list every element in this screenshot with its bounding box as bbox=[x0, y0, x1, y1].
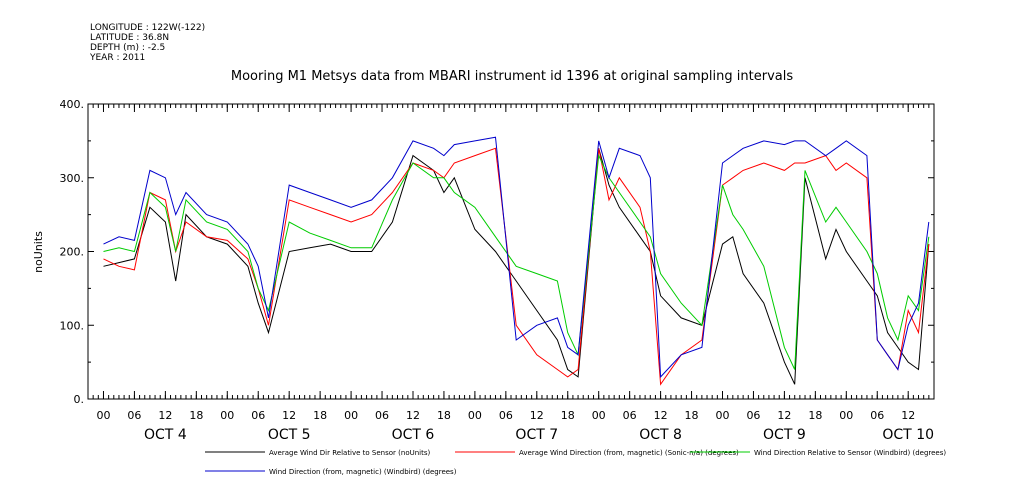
x-hour-label: 00 bbox=[468, 409, 482, 422]
x-day-label: OCT 4 bbox=[144, 427, 187, 443]
y-tick-label: 0. bbox=[74, 393, 85, 406]
series-line-1 bbox=[103, 148, 930, 385]
x-hour-label: 12 bbox=[158, 409, 172, 422]
x-hour-label: 06 bbox=[375, 409, 389, 422]
x-hour-label: 06 bbox=[870, 409, 884, 422]
x-hour-label: 06 bbox=[127, 409, 141, 422]
series-line-3 bbox=[103, 153, 930, 370]
plot-frame bbox=[87, 103, 935, 400]
minor-ticks bbox=[87, 104, 935, 399]
x-hour-label: 06 bbox=[746, 409, 760, 422]
meta-latitude: LATITUDE : 36.8N bbox=[90, 33, 169, 43]
legend-label: Average Wind Direction (from, magnetic) … bbox=[519, 449, 739, 457]
x-hour-label: 06 bbox=[623, 409, 637, 422]
x-hour-label: 00 bbox=[716, 409, 730, 422]
x-hour-label: 18 bbox=[313, 409, 327, 422]
legend-label: Wind Direction Relative to Sensor (Windb… bbox=[754, 449, 946, 457]
x-hour-label: 06 bbox=[251, 409, 265, 422]
x-hour-label: 18 bbox=[561, 409, 575, 422]
x-hour-label: 18 bbox=[685, 409, 699, 422]
legend-label: Wind Direction (from, magnetic) (Windbir… bbox=[269, 468, 457, 476]
x-day-label: OCT 9 bbox=[763, 427, 806, 443]
chart-title: Mooring M1 Metsys data from MBARI instru… bbox=[231, 69, 793, 84]
meta-longitude: LONGITUDE : 122W(-122) bbox=[90, 23, 205, 33]
x-hour-label: 12 bbox=[282, 409, 296, 422]
y-axis-label: noUnits bbox=[32, 231, 45, 273]
x-hour-label: 06 bbox=[499, 409, 513, 422]
x-hour-label: 12 bbox=[777, 409, 791, 422]
x-hour-label: 00 bbox=[220, 409, 234, 422]
x-hour-label: 00 bbox=[839, 409, 853, 422]
legend-label: Average Wind Dir Relative to Sensor (noU… bbox=[269, 449, 430, 457]
x-day-label: OCT 6 bbox=[392, 427, 435, 443]
x-hour-label: 00 bbox=[344, 409, 358, 422]
y-tick-label: 200. bbox=[60, 246, 85, 259]
meta-depth: DEPTH (m) : -2.5 bbox=[90, 43, 165, 53]
y-tick-label: 400. bbox=[60, 98, 85, 111]
x-hour-label: 18 bbox=[437, 409, 451, 422]
y-tick-label: 300. bbox=[60, 172, 85, 185]
meta-year: YEAR : 2011 bbox=[89, 53, 145, 63]
x-day-label: OCT 10 bbox=[882, 427, 934, 443]
legend: Average Wind Dir Relative to Sensor (noU… bbox=[205, 449, 946, 476]
x-day-label: OCT 5 bbox=[268, 427, 311, 443]
y-tick-label: 100. bbox=[60, 319, 85, 332]
x-hour-label: 18 bbox=[189, 409, 203, 422]
x-day-label: OCT 7 bbox=[515, 427, 558, 443]
x-day-label: OCT 8 bbox=[639, 427, 682, 443]
series-line-2 bbox=[103, 147, 930, 386]
x-hour-label: 00 bbox=[96, 409, 110, 422]
metadata-block: LONGITUDE : 122W(-122) LATITUDE : 36.8N … bbox=[89, 23, 205, 63]
x-hour-label: 12 bbox=[530, 409, 544, 422]
x-hour-label: 18 bbox=[808, 409, 822, 422]
series-lines bbox=[103, 136, 930, 386]
series-line-4 bbox=[103, 136, 930, 379]
x-hour-label: 12 bbox=[654, 409, 668, 422]
x-hour-label: 00 bbox=[592, 409, 606, 422]
x-axis-ticks: 00 06 12 18 00 06 12 18 00 06 12 18 00 06 12 18 00 06 12 18… bbox=[96, 104, 934, 443]
x-hour-label: 12 bbox=[406, 409, 420, 422]
y-axis-ticks: 0. 100. 200. 300. 400. bbox=[60, 98, 934, 406]
x-hour-label: 12 bbox=[901, 409, 915, 422]
